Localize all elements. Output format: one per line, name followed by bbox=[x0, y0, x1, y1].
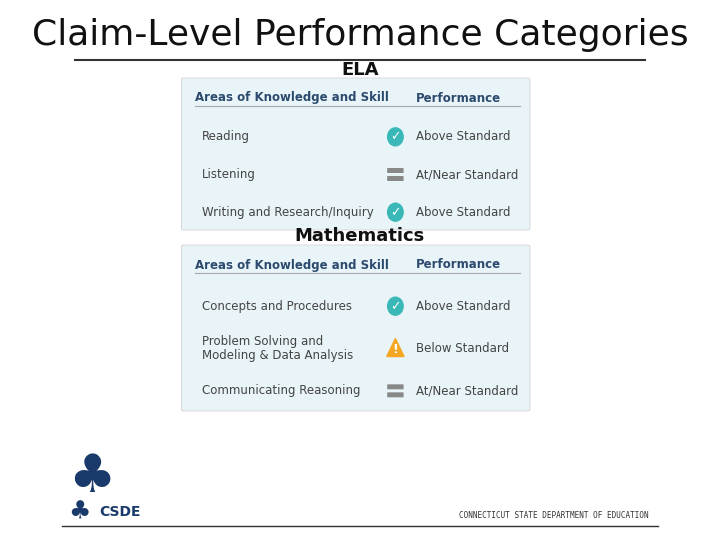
FancyBboxPatch shape bbox=[387, 176, 404, 181]
Text: ✓: ✓ bbox=[390, 130, 400, 143]
Text: ✓: ✓ bbox=[390, 300, 400, 313]
Text: !: ! bbox=[392, 343, 398, 356]
Circle shape bbox=[387, 297, 403, 315]
Text: Performance: Performance bbox=[416, 259, 501, 272]
Text: CONNECTICUT STATE DEPARTMENT OF EDUCATION: CONNECTICUT STATE DEPARTMENT OF EDUCATIO… bbox=[459, 511, 649, 521]
Text: ELA: ELA bbox=[341, 61, 379, 79]
Text: Mathematics: Mathematics bbox=[295, 227, 425, 245]
Text: ♣: ♣ bbox=[68, 453, 115, 503]
Text: ♣: ♣ bbox=[68, 501, 91, 523]
Text: At/Near Standard: At/Near Standard bbox=[416, 384, 518, 397]
Text: CSDE: CSDE bbox=[99, 505, 141, 519]
FancyBboxPatch shape bbox=[387, 384, 404, 389]
Text: Areas of Knowledge and Skill: Areas of Knowledge and Skill bbox=[195, 259, 389, 272]
Text: Areas of Knowledge and Skill: Areas of Knowledge and Skill bbox=[195, 91, 389, 105]
Text: Problem Solving and
Modeling & Data Analysis: Problem Solving and Modeling & Data Anal… bbox=[202, 334, 354, 362]
FancyBboxPatch shape bbox=[181, 78, 530, 230]
Text: Writing and Research/Inquiry: Writing and Research/Inquiry bbox=[202, 206, 374, 219]
Circle shape bbox=[387, 128, 403, 146]
Text: Listening: Listening bbox=[202, 168, 256, 181]
Text: Reading: Reading bbox=[202, 130, 250, 143]
FancyBboxPatch shape bbox=[387, 393, 404, 397]
Text: Above Standard: Above Standard bbox=[416, 206, 510, 219]
FancyBboxPatch shape bbox=[387, 168, 404, 173]
Text: Below Standard: Below Standard bbox=[416, 342, 509, 355]
Text: At/Near Standard: At/Near Standard bbox=[416, 168, 518, 181]
Text: Claim-Level Performance Categories: Claim-Level Performance Categories bbox=[32, 18, 688, 52]
Text: Above Standard: Above Standard bbox=[416, 130, 510, 143]
Text: Above Standard: Above Standard bbox=[416, 300, 510, 313]
Text: Performance: Performance bbox=[416, 91, 501, 105]
Polygon shape bbox=[387, 339, 404, 356]
Text: ✓: ✓ bbox=[390, 206, 400, 219]
Text: Concepts and Procedures: Concepts and Procedures bbox=[202, 300, 352, 313]
Text: Communicating Reasoning: Communicating Reasoning bbox=[202, 384, 361, 397]
Circle shape bbox=[387, 203, 403, 221]
FancyBboxPatch shape bbox=[181, 245, 530, 411]
